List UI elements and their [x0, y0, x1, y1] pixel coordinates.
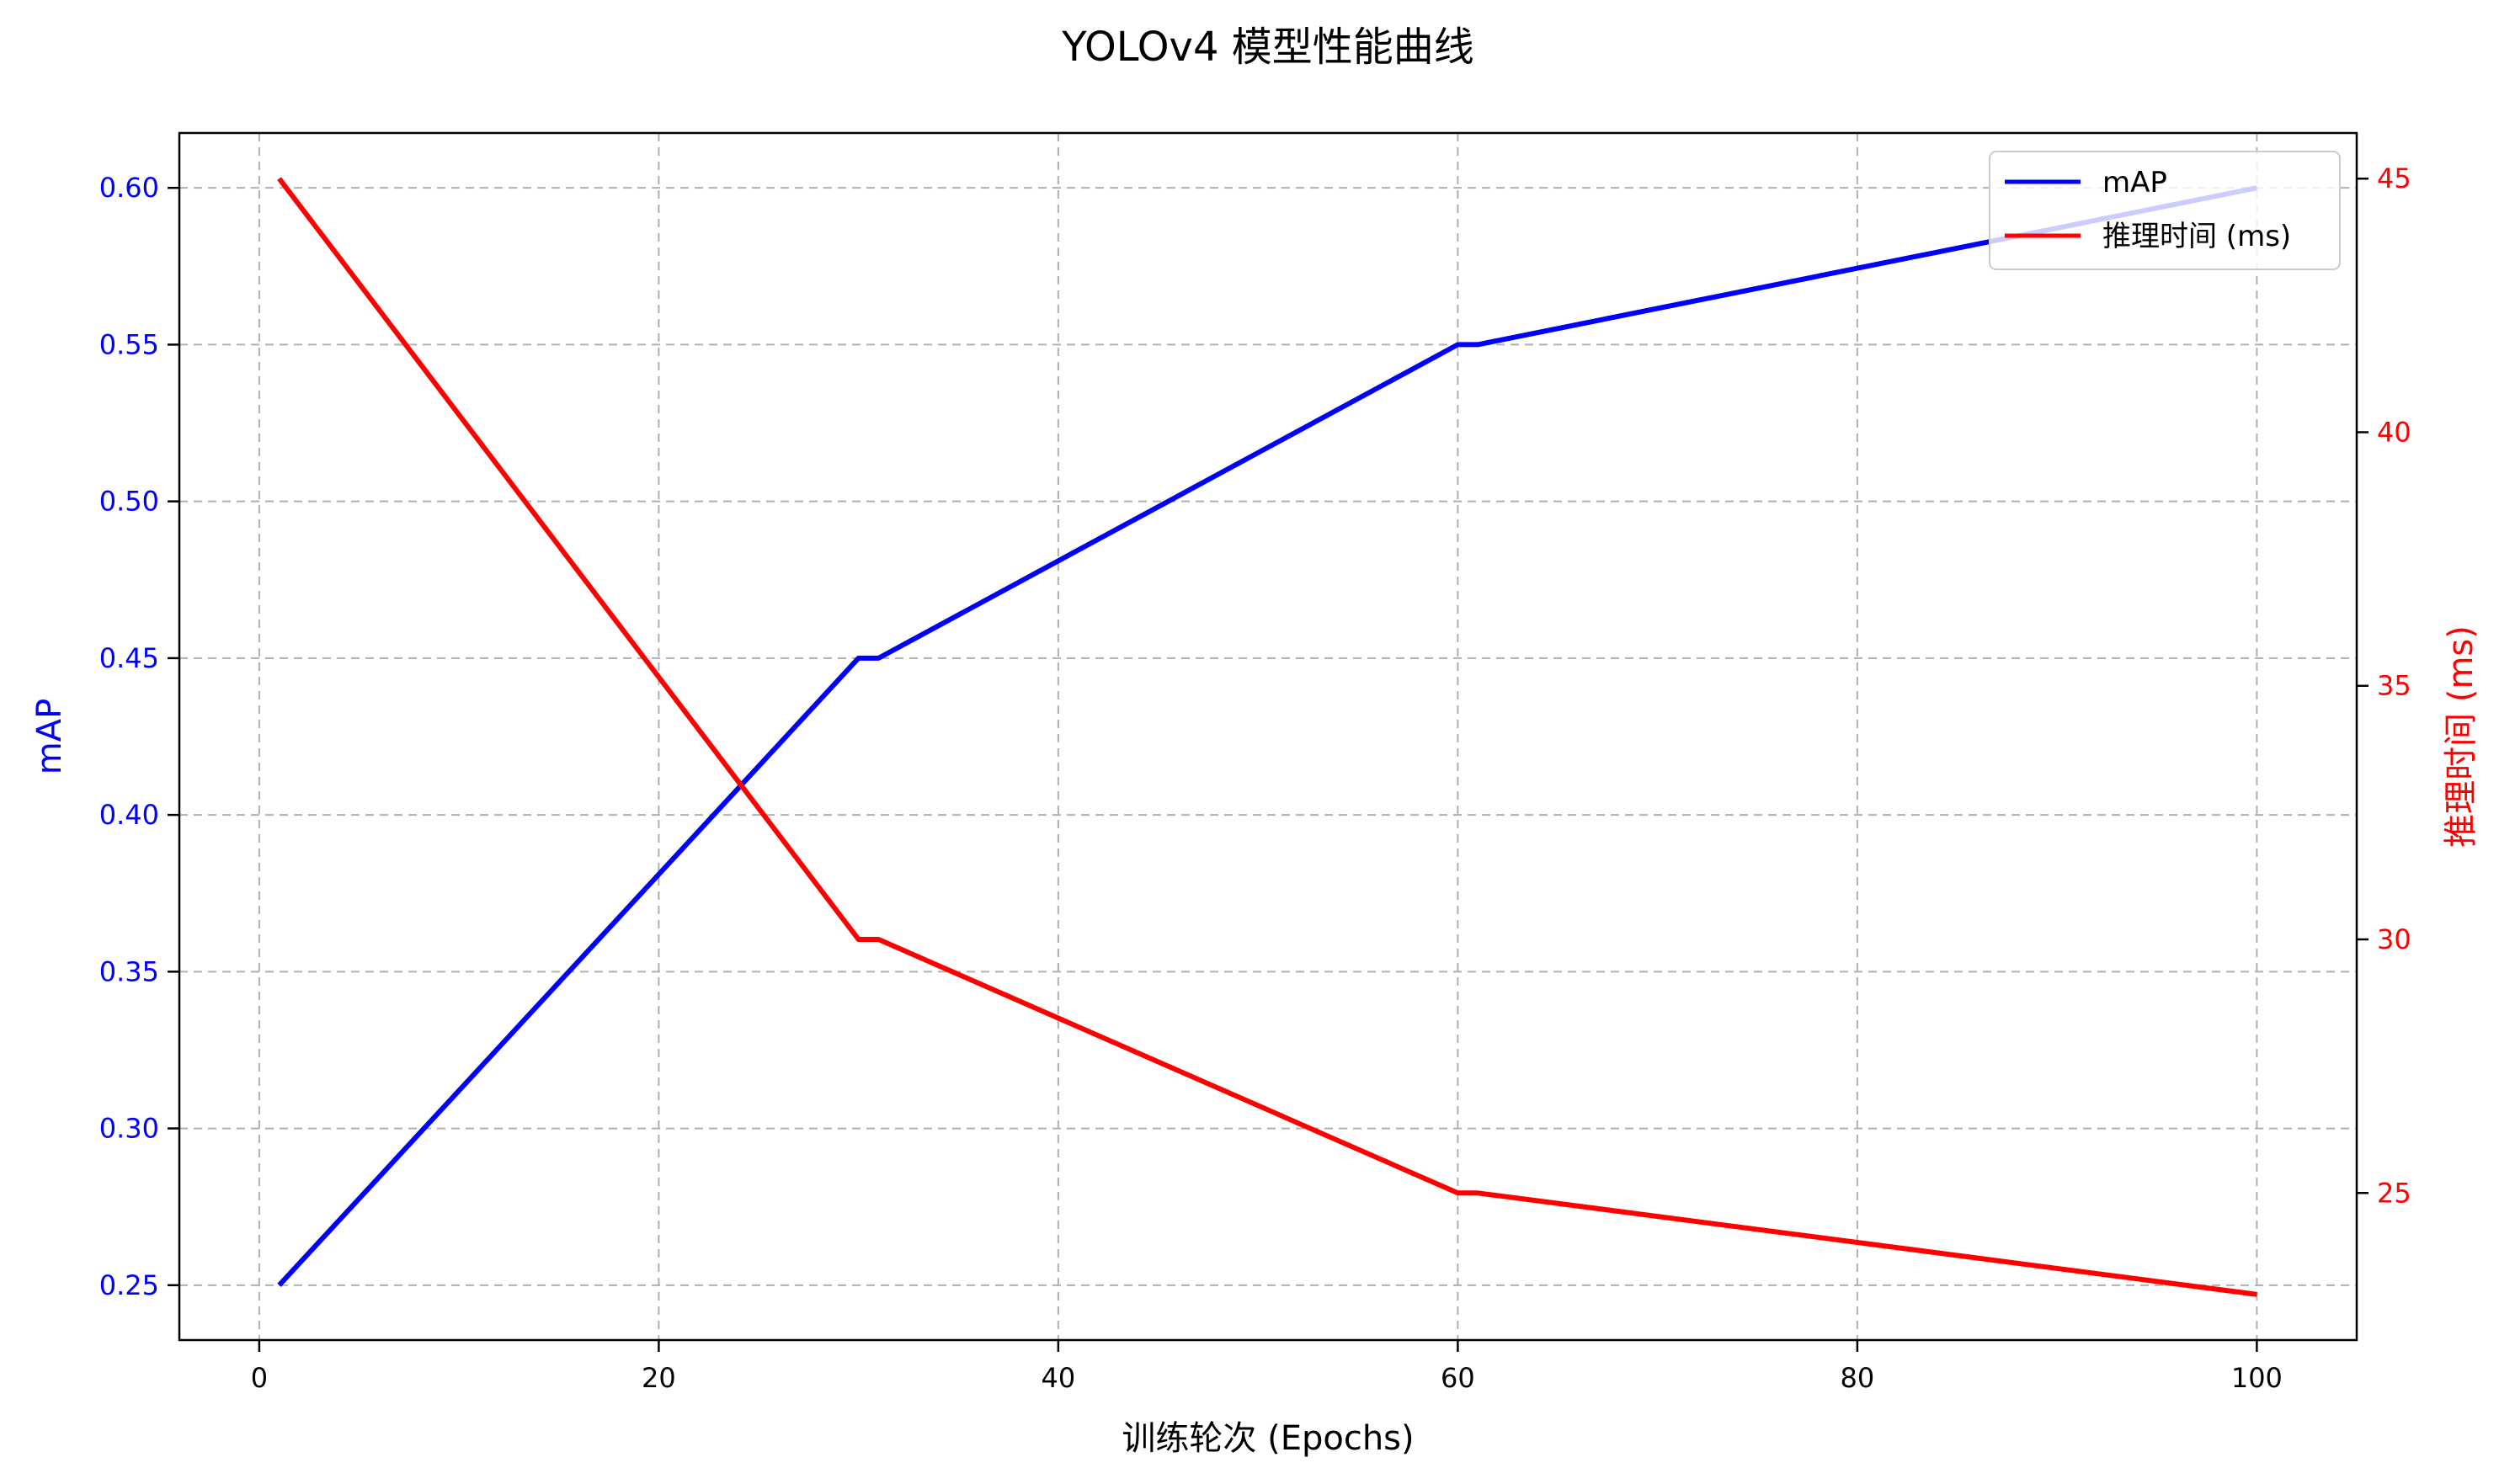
y-left-tick-label: 0.30: [99, 1113, 159, 1145]
y-right-tick-label: 25: [2377, 1177, 2411, 1209]
series-line-map: [277, 185, 2257, 1287]
y-axis-left: 0.25 0.30 0.35 0.40 0.45 0.50 0.55 0.60: [99, 172, 179, 1301]
x-tick-label: 80: [1841, 1362, 1875, 1394]
plot-frame: [178, 131, 2358, 1342]
x-tick-label: 100: [2231, 1362, 2283, 1394]
y-right-tick-label: 35: [2377, 670, 2411, 702]
data-point-map: [877, 657, 879, 659]
data-point-map: [1477, 343, 1479, 345]
data-point-inference-time: [1477, 1192, 1479, 1194]
y-left-tick-label: 0.35: [99, 955, 159, 987]
legend-label-map: mAP: [2102, 166, 2167, 199]
x-axis: 0 20 40 60 80 100: [251, 1340, 2283, 1394]
y-axis-right: 25 30 35 40 45: [2357, 162, 2411, 1209]
chart-title: YOLOv4 模型性能曲线: [1061, 24, 1474, 71]
y-axis-left-label: mAP: [30, 699, 69, 774]
x-axis-label: 训练轮次 (Epochs): [1122, 1419, 1414, 1458]
y-left-tick-label: 0.40: [99, 799, 159, 831]
grid: [179, 133, 2357, 1340]
y-axis-right-label: 推理时间 (ms): [2442, 625, 2480, 848]
data-point-map: [1457, 343, 1458, 345]
legend: mAP 推理时间 (ms): [1989, 151, 2341, 270]
legend-label-inference-time: 推理时间 (ms): [2102, 220, 2291, 253]
y-left-tick-label: 0.50: [99, 486, 159, 518]
y-right-tick-label: 30: [2377, 923, 2411, 955]
series-line-inference-time: [277, 177, 2257, 1297]
data-point-inference-time: [858, 939, 860, 940]
x-tick-label: 40: [1042, 1362, 1076, 1394]
y-left-tick-label: 0.55: [99, 328, 159, 360]
data-point-inference-time: [877, 939, 879, 940]
x-tick-label: 20: [642, 1362, 676, 1394]
y-right-tick-label: 40: [2377, 416, 2411, 448]
data-point-inference-time: [279, 178, 280, 179]
y-left-tick-label: 0.45: [99, 642, 159, 674]
data-point-map: [858, 657, 860, 659]
y-left-tick-label: 0.25: [99, 1269, 159, 1301]
x-tick-label: 60: [1441, 1362, 1475, 1394]
y-left-tick-label: 0.60: [99, 172, 159, 204]
y-right-tick-label: 45: [2377, 162, 2411, 194]
data-point-inference-time: [1457, 1192, 1458, 1194]
x-tick-label: 0: [251, 1362, 268, 1394]
